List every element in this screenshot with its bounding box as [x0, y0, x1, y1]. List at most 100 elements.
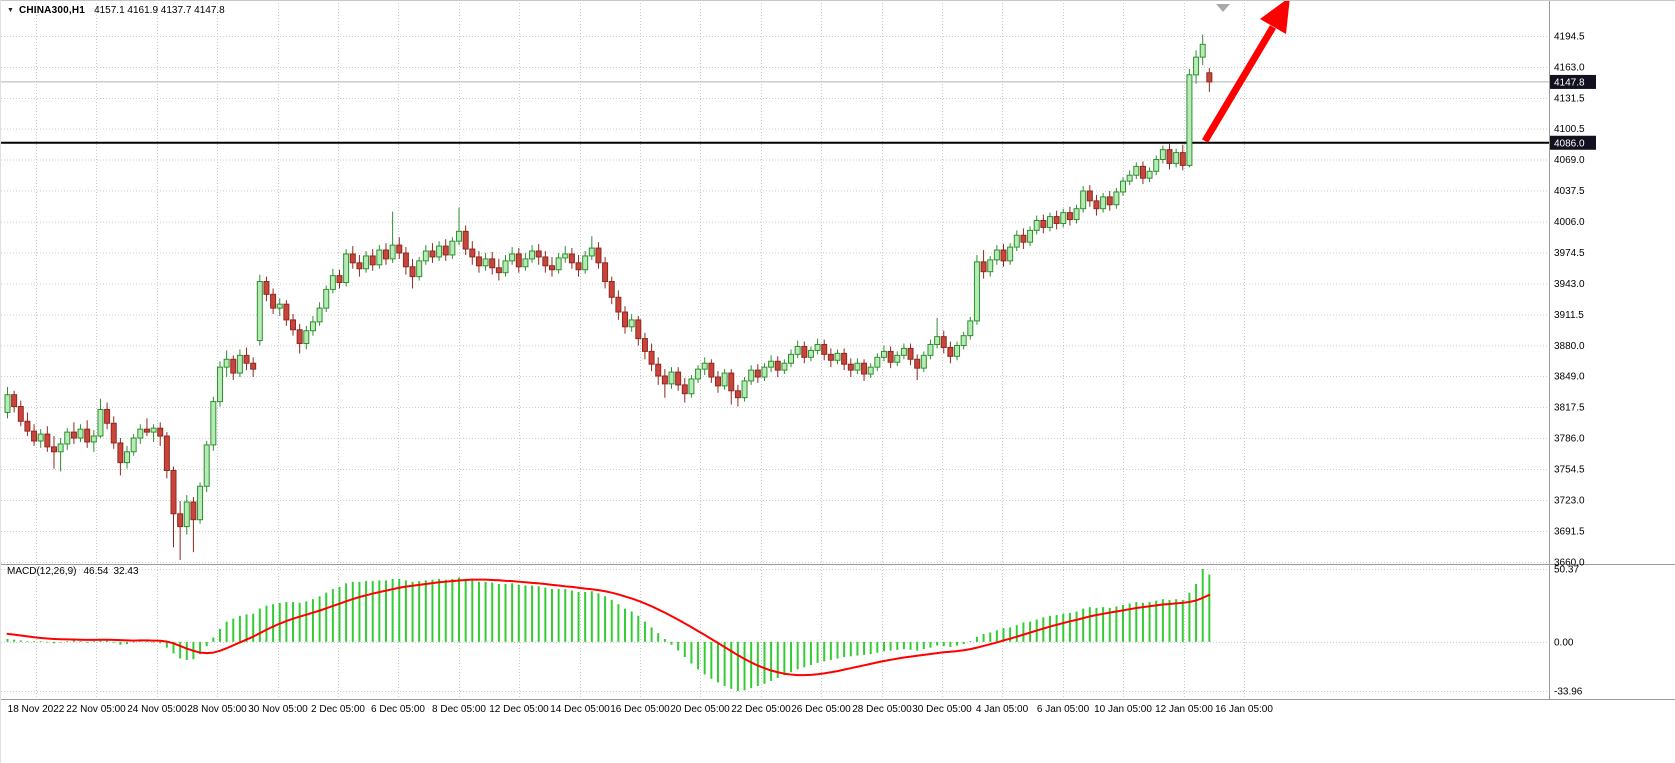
- candle-body: [389, 244, 396, 260]
- time-tick-label: 26 Dec 05:00: [791, 704, 851, 715]
- candle-body: [967, 320, 974, 337]
- candle-body: [1120, 180, 1127, 193]
- price-tick-label: 3817.5: [1554, 403, 1585, 414]
- candle-body: [1173, 152, 1180, 164]
- candle-body: [788, 353, 795, 364]
- candle-body: [675, 371, 682, 386]
- candle-body: [947, 346, 954, 357]
- price-tick-label: 3974.5: [1554, 248, 1585, 259]
- candle-body: [1113, 191, 1120, 206]
- trend-arrow-head[interactable]: [1260, 1, 1290, 34]
- candle-body: [1153, 158, 1160, 172]
- candle-body: [177, 513, 184, 528]
- candle-body: [681, 384, 688, 395]
- candle-body: [24, 420, 31, 432]
- candle-body: [714, 376, 721, 387]
- symbol-dropdown-icon[interactable]: ▼: [7, 7, 14, 14]
- candle-body: [582, 255, 589, 271]
- candle-body: [163, 435, 170, 472]
- candle-body: [708, 362, 715, 378]
- candle-body: [655, 363, 662, 377]
- time-tick-label: 16 Jan 05:00: [1215, 704, 1273, 715]
- candle-body: [1040, 220, 1047, 228]
- candle-body: [230, 358, 237, 374]
- candle-body: [834, 352, 841, 361]
- candle-body: [1126, 174, 1133, 182]
- candle-body: [1013, 234, 1020, 248]
- price-badge-current: [1550, 74, 1596, 89]
- candle-body: [1179, 152, 1186, 166]
- candle-body: [416, 260, 423, 278]
- candle-body: [130, 437, 137, 453]
- candle-body: [436, 245, 443, 258]
- candle-body: [402, 252, 409, 268]
- price-tick-label: 3754.5: [1554, 465, 1585, 476]
- time-tick-label: 10 Jan 05:00: [1094, 704, 1152, 715]
- chart-shift-marker[interactable]: [1216, 4, 1230, 12]
- candle-body: [283, 303, 290, 321]
- candle-body: [635, 319, 642, 340]
- candle-body: [807, 349, 814, 358]
- candle-body: [861, 362, 868, 375]
- candle-body: [64, 431, 71, 445]
- candle-body: [548, 265, 555, 271]
- candle-body: [4, 394, 11, 413]
- candle-body: [588, 247, 595, 257]
- candle-body: [542, 256, 549, 267]
- candle-body: [44, 433, 51, 448]
- candle-body: [183, 501, 190, 528]
- candle-body: [1133, 165, 1140, 176]
- time-tick-label: 4 Jan 05:00: [976, 704, 1029, 715]
- candle-body: [1206, 72, 1213, 83]
- candle-body: [934, 336, 941, 346]
- candle-body: [70, 431, 77, 439]
- candle-body: [117, 442, 124, 464]
- candle-body: [595, 247, 602, 264]
- candle-body: [1100, 196, 1107, 210]
- candle-body: [409, 266, 416, 278]
- candle-body: [462, 230, 469, 250]
- candle-body: [721, 372, 728, 387]
- price-tick-label: 4131.5: [1554, 93, 1585, 104]
- candle-body: [648, 350, 655, 365]
- candle-body: [422, 250, 429, 262]
- macd-signal-line: [6, 578, 1211, 677]
- candle-body: [276, 303, 283, 309]
- candle-body: [615, 296, 622, 313]
- macd-tick-label: 50.37: [1554, 565, 1579, 576]
- trend-arrow-line[interactable]: [1201, 25, 1277, 143]
- candle-body: [1186, 74, 1193, 166]
- candle-body: [442, 245, 449, 256]
- candle-body: [190, 501, 197, 521]
- candle-body: [973, 261, 980, 322]
- ohlc-readout: 4157.1 4161.9 4137.7 4147.8: [94, 5, 225, 16]
- candle-body: [1093, 200, 1100, 210]
- candle-body: [728, 372, 735, 392]
- candle-body: [210, 401, 217, 446]
- candle-body: [781, 362, 788, 371]
- price-tick-label: 3691.5: [1554, 527, 1585, 538]
- candle-body: [748, 369, 755, 382]
- candle-body: [296, 329, 303, 345]
- candle-body: [1199, 43, 1206, 58]
- candle-body: [622, 311, 629, 328]
- candle-body: [688, 378, 695, 395]
- candle-body: [768, 360, 775, 368]
- candle-body: [31, 430, 38, 442]
- candle-body: [495, 267, 502, 274]
- candle-body: [482, 258, 489, 267]
- candle-body: [841, 352, 848, 365]
- time-tick-label: 6 Dec 05:00: [371, 704, 425, 715]
- chart-plot-area[interactable]: [1, 1, 1549, 699]
- candle-body: [641, 338, 648, 352]
- candle-body: [1073, 208, 1080, 221]
- candle-body: [243, 354, 250, 364]
- time-tick-label: 14 Dec 05:00: [550, 704, 610, 715]
- candle-body: [827, 353, 834, 361]
- candle-body: [602, 262, 609, 283]
- candle-body: [143, 428, 150, 433]
- price-tick-label: 4100.5: [1554, 124, 1585, 135]
- candle-body: [847, 363, 854, 371]
- candle-body: [323, 288, 330, 309]
